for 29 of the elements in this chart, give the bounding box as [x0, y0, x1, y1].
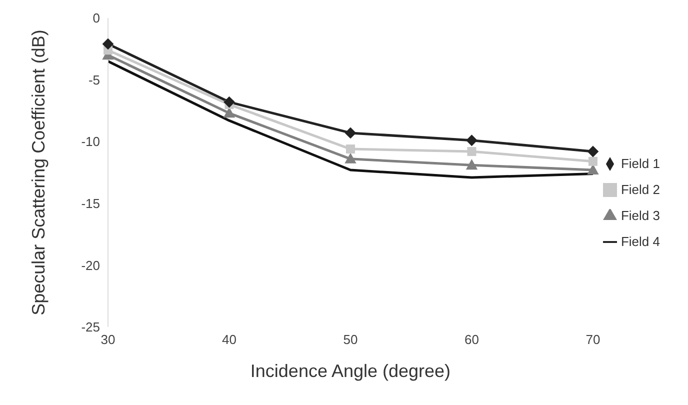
point: [587, 164, 598, 175]
point: [466, 160, 478, 170]
legend-label: Field 3: [620, 208, 660, 222]
y-tick-label: -15: [81, 196, 100, 212]
point: [467, 146, 476, 156]
point: [344, 153, 356, 164]
y-tick-label: -5: [88, 72, 100, 88]
legend-label: Field 1: [620, 156, 660, 170]
x-tick-label: 70: [586, 332, 600, 348]
y-tick-label: -20: [81, 258, 100, 273]
point: [224, 108, 235, 118]
point: [466, 134, 478, 146]
x-tick-label: 40: [222, 332, 236, 348]
point: [587, 146, 598, 157]
point: [346, 144, 355, 154]
point: [102, 38, 114, 50]
legend-label: Field 2: [620, 182, 660, 196]
x-tick-label: 60: [464, 332, 479, 348]
y-tick-label: -25: [81, 320, 100, 335]
x-tick-label: 50: [343, 332, 358, 348]
y-tick-label: 0: [92, 10, 100, 26]
y-axis-title: Specular Scattering Coefficient (dB): [28, 30, 48, 316]
x-axis-title: Incidence Angle (degree): [250, 361, 451, 381]
legend-label: Field 4: [620, 234, 660, 248]
y-tick-label: -10: [81, 134, 100, 150]
x-tick-label: 30: [100, 332, 116, 348]
point: [224, 96, 235, 108]
point: [588, 156, 598, 166]
point: [344, 127, 356, 138]
